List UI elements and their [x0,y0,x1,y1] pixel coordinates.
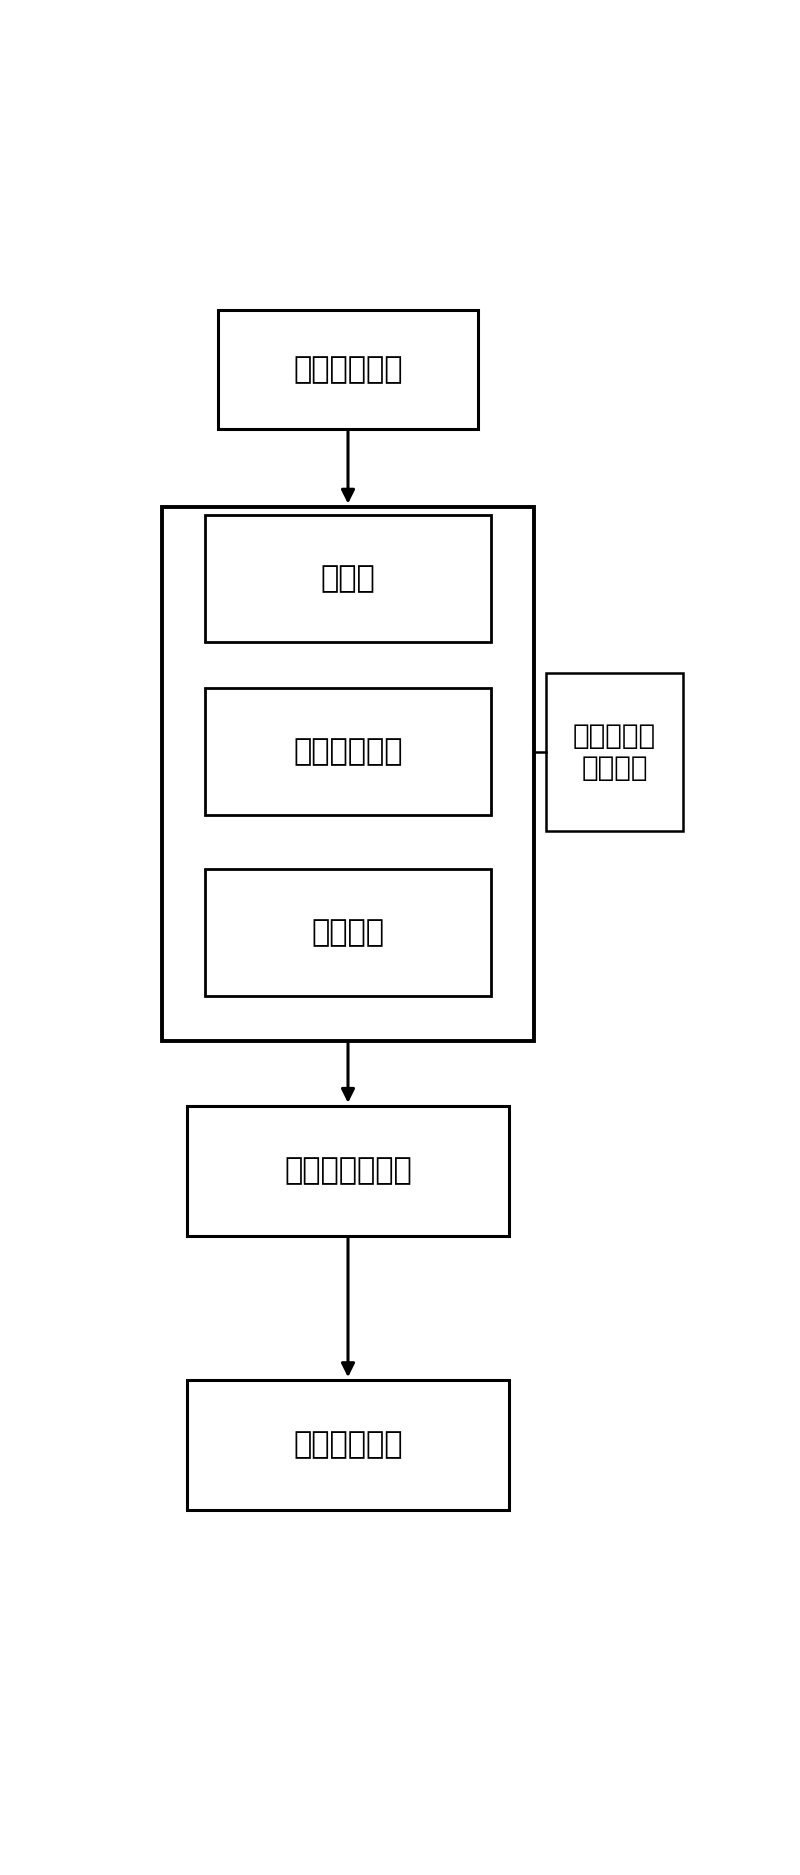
Text: 数据处理模块: 数据处理模块 [294,737,402,767]
Bar [218,309,478,429]
Bar [187,1106,510,1236]
Text: 计时器: 计时器 [321,564,375,592]
Text: 数据处理及
控制模块: 数据处理及 控制模块 [573,722,656,782]
Bar [206,688,490,816]
Bar [206,516,490,643]
Bar [187,1380,510,1509]
Text: 家庭中央空调: 家庭中央空调 [294,1431,402,1459]
Bar [206,868,490,996]
Bar [546,673,682,831]
Text: 红外探测模块: 红外探测模块 [294,354,402,384]
Bar [162,506,534,1041]
Text: 中央空调控制器: 中央空调控制器 [284,1157,412,1185]
Text: 控制模块: 控制模块 [311,919,385,947]
